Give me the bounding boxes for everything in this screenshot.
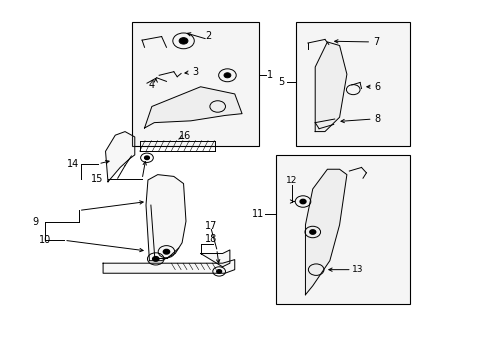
Circle shape [309,230,315,234]
Circle shape [144,156,149,159]
Circle shape [300,199,305,204]
Text: 13: 13 [352,265,363,274]
Text: 10: 10 [40,235,52,245]
Polygon shape [200,250,229,267]
Polygon shape [144,87,242,128]
Text: 6: 6 [374,82,380,92]
Text: 12: 12 [285,176,297,185]
Text: 16: 16 [179,131,191,141]
Circle shape [179,38,187,44]
Text: 14: 14 [66,159,79,169]
Polygon shape [146,175,185,261]
Polygon shape [315,42,346,132]
Text: 11: 11 [251,210,263,220]
Text: 8: 8 [374,114,380,124]
Text: 7: 7 [372,37,379,47]
Bar [295,22,409,146]
Polygon shape [103,260,234,273]
Text: 9: 9 [33,217,39,227]
Circle shape [216,270,221,273]
Polygon shape [305,169,346,295]
Polygon shape [105,132,135,182]
Circle shape [152,257,159,261]
Bar [132,22,259,146]
Text: 5: 5 [277,77,284,87]
Text: 1: 1 [266,70,272,80]
Text: 4: 4 [148,80,155,90]
Text: 17: 17 [205,221,217,231]
Text: 3: 3 [192,67,199,77]
Circle shape [224,73,230,78]
Bar [276,155,409,304]
Text: 2: 2 [204,31,211,41]
Text: 15: 15 [91,174,103,184]
Text: 18: 18 [205,234,217,244]
Circle shape [163,249,169,254]
